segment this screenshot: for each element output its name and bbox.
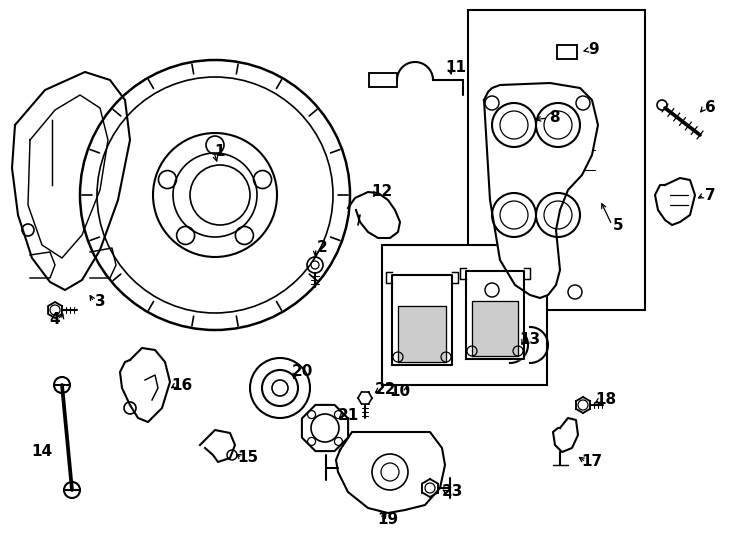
- Text: 20: 20: [291, 364, 313, 380]
- Text: 12: 12: [371, 185, 393, 199]
- Polygon shape: [655, 178, 695, 225]
- Text: 9: 9: [589, 43, 600, 57]
- Text: 19: 19: [377, 512, 399, 528]
- Circle shape: [311, 261, 319, 269]
- Text: 2: 2: [316, 240, 327, 255]
- Text: 5: 5: [613, 218, 623, 233]
- Bar: [369, 73, 397, 87]
- Text: 17: 17: [581, 455, 603, 469]
- Polygon shape: [484, 83, 598, 298]
- Bar: [382, 245, 547, 385]
- Polygon shape: [398, 306, 446, 362]
- Text: 15: 15: [237, 450, 258, 465]
- Text: 16: 16: [171, 377, 192, 393]
- Text: 23: 23: [441, 484, 462, 500]
- Bar: [468, 10, 645, 310]
- Text: 10: 10: [390, 384, 410, 400]
- Text: 6: 6: [705, 100, 716, 116]
- Polygon shape: [472, 301, 518, 356]
- Text: 22: 22: [374, 382, 396, 397]
- Polygon shape: [120, 348, 170, 422]
- Text: 13: 13: [520, 333, 540, 348]
- Polygon shape: [336, 432, 445, 513]
- Text: 14: 14: [32, 444, 53, 460]
- Text: 18: 18: [595, 393, 617, 408]
- Text: 3: 3: [95, 294, 105, 309]
- Text: 11: 11: [446, 60, 467, 76]
- Text: 8: 8: [549, 111, 559, 125]
- Text: 21: 21: [338, 408, 359, 422]
- Polygon shape: [392, 275, 452, 365]
- Text: 7: 7: [705, 187, 716, 202]
- Polygon shape: [302, 405, 348, 451]
- Text: 4: 4: [50, 313, 60, 327]
- Polygon shape: [466, 271, 524, 359]
- Bar: [557, 45, 577, 59]
- Text: 1: 1: [215, 145, 225, 159]
